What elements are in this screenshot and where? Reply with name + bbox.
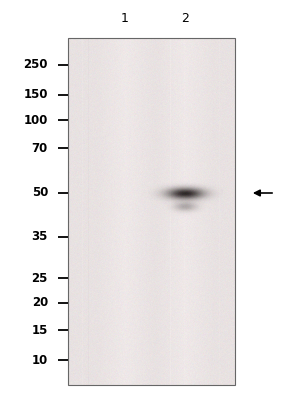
Text: 100: 100 (24, 114, 48, 126)
Text: 70: 70 (32, 142, 48, 154)
Text: 150: 150 (24, 88, 48, 102)
Bar (68, 38, 235, 385)
Text: 20: 20 (32, 296, 48, 310)
Text: 15: 15 (32, 324, 48, 336)
Text: 25: 25 (32, 272, 48, 284)
Text: 250: 250 (24, 58, 48, 72)
Text: 50: 50 (32, 186, 48, 200)
Text: 35: 35 (32, 230, 48, 244)
Text: 2: 2 (181, 12, 189, 24)
Text: 10: 10 (32, 354, 48, 366)
Text: 1: 1 (121, 12, 129, 24)
